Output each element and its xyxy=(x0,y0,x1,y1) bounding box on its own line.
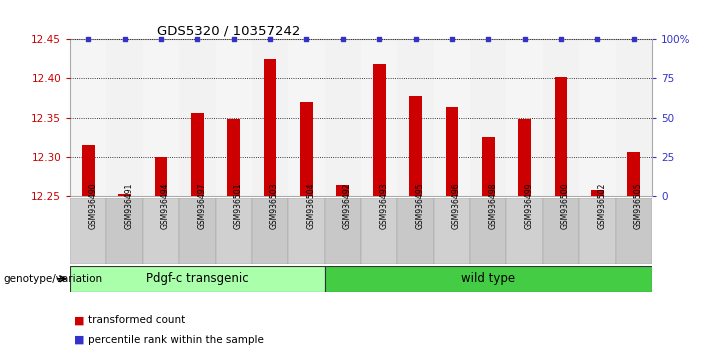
Bar xyxy=(252,198,288,264)
Bar xyxy=(143,39,179,196)
Bar xyxy=(288,198,325,264)
Bar xyxy=(579,198,615,264)
Point xyxy=(519,36,530,42)
Bar xyxy=(409,96,422,196)
Bar xyxy=(397,198,434,264)
Bar xyxy=(373,64,386,196)
Text: percentile rank within the sample: percentile rank within the sample xyxy=(88,335,264,345)
Text: GSM936500: GSM936500 xyxy=(561,183,570,229)
Bar xyxy=(179,198,216,264)
Point xyxy=(156,36,167,42)
Text: GSM936494: GSM936494 xyxy=(161,183,170,229)
Bar xyxy=(591,190,604,196)
Bar xyxy=(143,198,179,264)
Text: GSM936498: GSM936498 xyxy=(489,183,497,229)
Bar xyxy=(627,152,640,196)
Point xyxy=(483,36,494,42)
Text: transformed count: transformed count xyxy=(88,315,185,325)
Bar xyxy=(216,198,252,264)
Bar xyxy=(107,39,143,196)
Bar xyxy=(506,198,543,264)
Bar xyxy=(70,39,107,196)
Bar xyxy=(579,39,615,196)
Point xyxy=(192,36,203,42)
Point xyxy=(628,36,639,42)
Text: ■: ■ xyxy=(74,315,84,325)
Text: wild type: wild type xyxy=(461,272,515,285)
Text: ■: ■ xyxy=(74,335,84,345)
Point xyxy=(447,36,458,42)
Text: Pdgf-c transgenic: Pdgf-c transgenic xyxy=(146,272,249,285)
Bar xyxy=(615,39,652,196)
Text: GSM936495: GSM936495 xyxy=(416,183,425,229)
Point xyxy=(119,36,130,42)
Bar xyxy=(155,157,168,196)
Text: GSM936499: GSM936499 xyxy=(524,183,533,229)
Bar xyxy=(82,145,95,196)
Bar xyxy=(118,194,131,196)
Bar xyxy=(300,102,313,196)
Point xyxy=(410,36,421,42)
Bar xyxy=(288,39,325,196)
Text: GSM936501: GSM936501 xyxy=(233,183,243,229)
Bar xyxy=(470,198,506,264)
Text: GSM936502: GSM936502 xyxy=(597,183,606,229)
Point xyxy=(592,36,603,42)
Point xyxy=(228,36,239,42)
Bar xyxy=(397,39,434,196)
Point xyxy=(264,36,275,42)
Bar xyxy=(446,108,458,196)
Text: GSM936497: GSM936497 xyxy=(198,183,206,229)
Bar xyxy=(336,185,349,196)
Point xyxy=(555,36,566,42)
Text: GSM936492: GSM936492 xyxy=(343,183,352,229)
Text: GSM936496: GSM936496 xyxy=(452,183,461,229)
Text: GDS5320 / 10357242: GDS5320 / 10357242 xyxy=(158,25,301,38)
FancyBboxPatch shape xyxy=(70,266,325,292)
Bar xyxy=(543,39,579,196)
Text: GSM936504: GSM936504 xyxy=(306,183,315,229)
Bar xyxy=(179,39,216,196)
Bar xyxy=(434,39,470,196)
Bar xyxy=(361,198,397,264)
Bar xyxy=(482,137,495,196)
Bar xyxy=(252,39,288,196)
Bar xyxy=(191,113,204,196)
Bar xyxy=(470,39,506,196)
Point xyxy=(301,36,312,42)
Point xyxy=(83,36,94,42)
Bar xyxy=(70,198,107,264)
Text: GSM936490: GSM936490 xyxy=(88,183,97,229)
Text: GSM936503: GSM936503 xyxy=(270,183,279,229)
Bar xyxy=(107,198,143,264)
Bar xyxy=(543,198,579,264)
Bar xyxy=(325,198,361,264)
Bar xyxy=(264,59,276,196)
Point xyxy=(337,36,348,42)
Text: GSM936491: GSM936491 xyxy=(125,183,134,229)
Bar xyxy=(361,39,397,196)
Bar xyxy=(227,119,240,196)
Text: genotype/variation: genotype/variation xyxy=(4,274,102,284)
Bar xyxy=(554,77,567,196)
FancyBboxPatch shape xyxy=(325,266,652,292)
Bar xyxy=(506,39,543,196)
Bar xyxy=(615,198,652,264)
Bar xyxy=(216,39,252,196)
Point xyxy=(374,36,385,42)
Text: GSM936505: GSM936505 xyxy=(634,183,643,229)
Bar xyxy=(518,119,531,196)
Bar xyxy=(434,198,470,264)
Text: GSM936493: GSM936493 xyxy=(379,183,388,229)
Bar xyxy=(325,39,361,196)
